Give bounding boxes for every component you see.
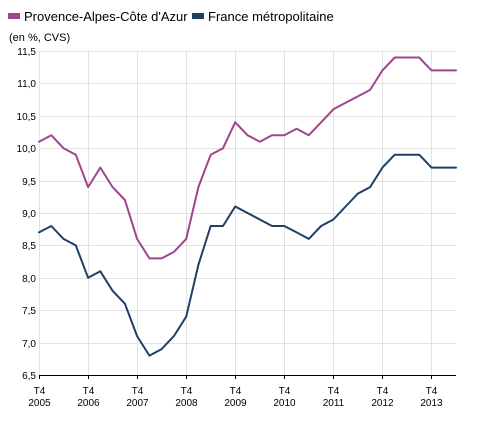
y-tick-label: 8,0 [22, 274, 36, 285]
series-line-france [38, 153, 457, 357]
y-tick-label: 7,0 [22, 339, 36, 350]
y-axis-unit-label: (en %, CVS) [9, 32, 70, 44]
x-tick-label-year: 2007 [126, 398, 149, 409]
legend-swatch-provence [8, 13, 20, 19]
legend-swatch-france [192, 13, 204, 19]
y-tick-label: 7,5 [22, 306, 36, 317]
x-tick-label-quarter: T4 [377, 386, 389, 397]
x-tick-label-year: 2006 [77, 398, 100, 409]
x-tick-label-year: 2010 [273, 398, 296, 409]
x-tick-label-year: 2008 [175, 398, 198, 409]
x-tick-label-quarter: T4 [426, 386, 438, 397]
y-axis-ticks: 6,5 7,0 7,5 8,0 8,5 9,0 9,5 10,0 10,5 11,0 11,5 [17, 47, 37, 382]
x-tick-label-quarter: T4 [230, 386, 242, 397]
y-tick-label: 10,5 [17, 112, 37, 123]
y-tick-label: 10,0 [17, 144, 37, 155]
y-tick-label: 11,0 [17, 79, 36, 90]
x-tick-label-quarter: T4 [34, 386, 46, 397]
x-tick-label-year: 2011 [323, 398, 345, 409]
y-tick-label: 8,5 [22, 241, 36, 252]
x-tick-label-quarter: T4 [181, 386, 193, 397]
y-tick-label: 11,5 [17, 47, 36, 58]
legend: Provence-Alpes-Côte d'Azur France métrop… [8, 9, 334, 24]
y-tick-label: 9,0 [22, 209, 36, 220]
y-tick-label: 9,5 [22, 177, 36, 188]
x-tick-label-year: 2013 [420, 398, 443, 409]
x-tick-label-quarter: T4 [279, 386, 291, 397]
legend-label-france: France métropolitaine [208, 9, 334, 24]
x-tick-label-quarter: T4 [83, 386, 95, 397]
y-tick-label: 6,5 [22, 371, 36, 382]
legend-label-provence: Provence-Alpes-Côte d'Azur [24, 9, 188, 24]
x-tick-label-quarter: T4 [328, 386, 340, 397]
series-lines [38, 56, 457, 357]
x-tick-label-year: 2009 [224, 398, 247, 409]
x-axis-ticks: T42005T42006T42007T42008T42009T42010T420… [28, 375, 456, 409]
x-tick-label-quarter: T4 [132, 386, 144, 397]
series-line-provence [38, 56, 457, 260]
x-tick-label-year: 2005 [28, 398, 51, 409]
x-tick-label-year: 2012 [371, 398, 394, 409]
